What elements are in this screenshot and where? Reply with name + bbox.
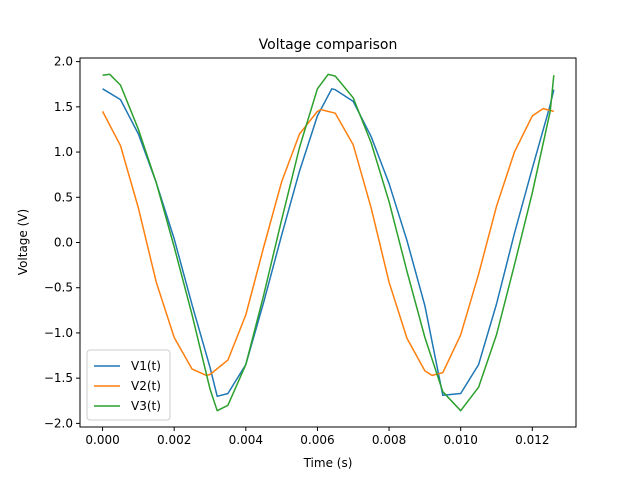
y-tick-label: 0.0 xyxy=(54,236,73,250)
x-tick-label: 0.008 xyxy=(372,433,406,447)
y-tick-label: 2.0 xyxy=(54,55,73,69)
series-line-1 xyxy=(102,88,555,398)
legend-box xyxy=(86,349,171,421)
legend-label-2: V2(t) xyxy=(131,379,161,393)
series-line-2 xyxy=(101,107,554,377)
y-tick-label: −0.5 xyxy=(44,281,73,295)
y-tick-label: 1.5 xyxy=(54,100,73,114)
y-axis: −2.0 −1.5 −1.0 −0.5 0.0 0.5 1.0 1.5 2.0 xyxy=(44,55,80,430)
legend-label-1: V1(t) xyxy=(131,359,161,373)
y-tick-label: 1.0 xyxy=(54,145,73,159)
x-tick-label: 0.004 xyxy=(229,433,263,447)
x-tick-label: 0.010 xyxy=(444,433,478,447)
series-line-3 xyxy=(102,73,555,412)
x-axis-label: Time (s) xyxy=(303,456,353,470)
x-tick-label: 0.006 xyxy=(300,433,334,447)
x-axis: 0.000 0.002 0.004 0.006 0.008 0.010 0.012 xyxy=(85,427,549,447)
x-tick-label: 0.000 xyxy=(85,433,119,447)
y-tick-label: −1.0 xyxy=(44,326,73,340)
x-tick-label: 0.002 xyxy=(157,433,191,447)
legend: V1(t) V2(t) V3(t) xyxy=(86,349,171,421)
y-tick-label: −2.0 xyxy=(44,416,73,430)
y-axis-label: Voltage (V) xyxy=(16,209,30,275)
x-tick-label: 0.012 xyxy=(515,433,549,447)
series-layer xyxy=(101,73,555,412)
legend-label-3: V3(t) xyxy=(131,399,161,413)
chart-title: Voltage comparison xyxy=(259,37,398,53)
y-tick-label: −1.5 xyxy=(44,371,73,385)
y-tick-label: 0.5 xyxy=(54,190,73,204)
